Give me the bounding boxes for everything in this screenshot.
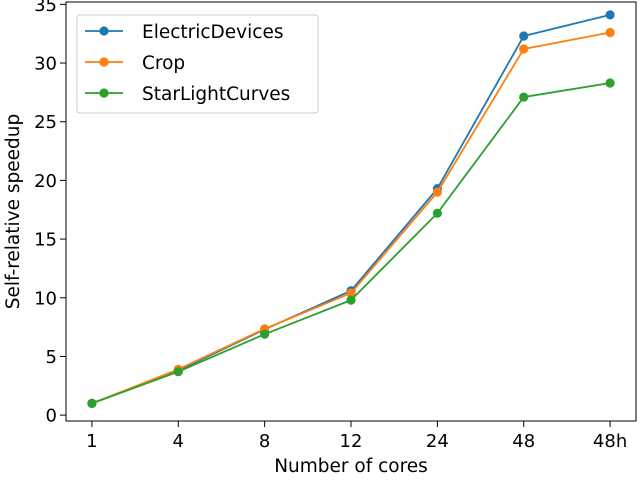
- data-point-crop: [432, 187, 442, 197]
- x-tick-label: 48h: [593, 431, 627, 452]
- data-point-starlightcurves: [519, 92, 529, 102]
- data-point-crop: [605, 27, 615, 38]
- legend-label: StarLightCurves: [142, 84, 290, 105]
- data-point-starlightcurves: [432, 208, 442, 218]
- x-tick-label: 24: [426, 431, 449, 452]
- legend-item-electricdevices: ElectricDevices: [85, 22, 283, 43]
- y-tick-label: 15: [34, 230, 57, 251]
- data-point-crop: [519, 44, 529, 54]
- data-point-starlightcurves: [87, 398, 97, 408]
- legend-box: [76, 14, 319, 114]
- x-tick-label: 48: [512, 431, 535, 452]
- legend-swatch-marker: [99, 26, 109, 36]
- x-tick-label: 8: [259, 431, 270, 452]
- plot-frame: [65, 1, 637, 422]
- series-starlightcurves: [87, 78, 615, 408]
- y-tick-label: 10: [34, 288, 57, 309]
- data-point-starlightcurves: [605, 78, 615, 88]
- x-tick-label: 4: [173, 431, 184, 452]
- data-point-electricdevices: [519, 31, 529, 41]
- y-axis-label: Self-relative speedup: [3, 114, 24, 309]
- x-tick-label: 12: [340, 431, 363, 452]
- y-tick-label: 35: [34, 0, 57, 16]
- legend: ElectricDevices Crop StarLightCurves: [76, 14, 319, 114]
- x-tick-label: 1: [86, 431, 97, 452]
- data-point-electricdevices: [605, 10, 615, 20]
- legend-item-starlightcurves: StarLightCurves: [85, 84, 290, 105]
- data-point-starlightcurves: [173, 367, 183, 377]
- x-axis-label: Number of cores: [274, 456, 428, 477]
- data-point-starlightcurves: [260, 329, 270, 339]
- y-tick-label: 25: [34, 112, 57, 133]
- series-layer: [87, 10, 615, 408]
- y-tick-label: 20: [34, 171, 57, 192]
- x-axis-ticks: 1 4 8 12 24 48 48h: [86, 421, 627, 452]
- data-point-crop: [346, 288, 356, 298]
- data-point-starlightcurves: [346, 295, 356, 305]
- legend-swatch-marker: [99, 88, 109, 98]
- y-tick-label: 5: [46, 347, 57, 368]
- legend-label: Crop: [142, 53, 185, 74]
- y-tick-label: 30: [34, 54, 57, 75]
- y-tick-label: 0: [46, 406, 57, 427]
- legend-swatch-marker: [99, 57, 109, 67]
- legend-label: ElectricDevices: [142, 22, 283, 43]
- y-axis-ticks: 0 5 10 15 20 25 30 35: [34, 0, 66, 427]
- legend-item-crop: Crop: [85, 53, 185, 74]
